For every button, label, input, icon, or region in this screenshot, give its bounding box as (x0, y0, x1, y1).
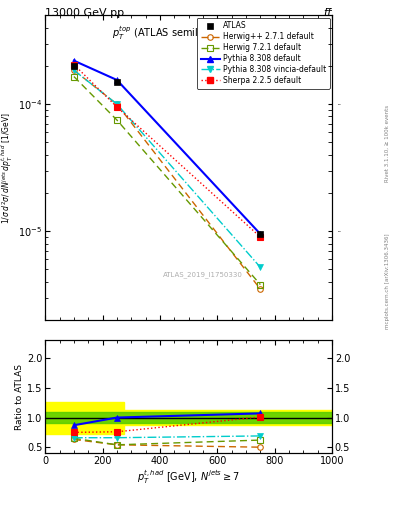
Text: tt̅: tt̅ (323, 8, 332, 18)
Text: ATLAS_2019_I1750330: ATLAS_2019_I1750330 (163, 271, 243, 278)
X-axis label: $p_T^{t,had}$ [GeV], $N^{jets} \geq 7$: $p_T^{t,had}$ [GeV], $N^{jets} \geq 7$ (137, 468, 240, 486)
Text: 13000 GeV pp: 13000 GeV pp (45, 8, 124, 18)
Text: Rivet 3.1.10, ≥ 100k events: Rivet 3.1.10, ≥ 100k events (385, 105, 389, 182)
Y-axis label: $1 / \sigma\, d^2\sigma /\, dN^{jets}\, dp_T^{t,had}$ [1/GeV]: $1 / \sigma\, d^2\sigma /\, dN^{jets}\, … (0, 112, 15, 224)
Text: mcplots.cern.ch [arXiv:1306.3436]: mcplots.cern.ch [arXiv:1306.3436] (385, 234, 389, 329)
Y-axis label: Ratio to ATLAS: Ratio to ATLAS (15, 364, 24, 430)
Legend: ATLAS, Herwig++ 2.7.1 default, Herwig 7.2.1 default, Pythia 8.308 default, Pythi: ATLAS, Herwig++ 2.7.1 default, Herwig 7.… (197, 17, 330, 89)
Bar (45, 412, 332, 423)
Bar (124, 411, 332, 425)
Bar (45, 402, 124, 434)
Text: $p_T^{top}$ (ATLAS semileptonic ttbar): $p_T^{top}$ (ATLAS semileptonic ttbar) (112, 25, 265, 42)
